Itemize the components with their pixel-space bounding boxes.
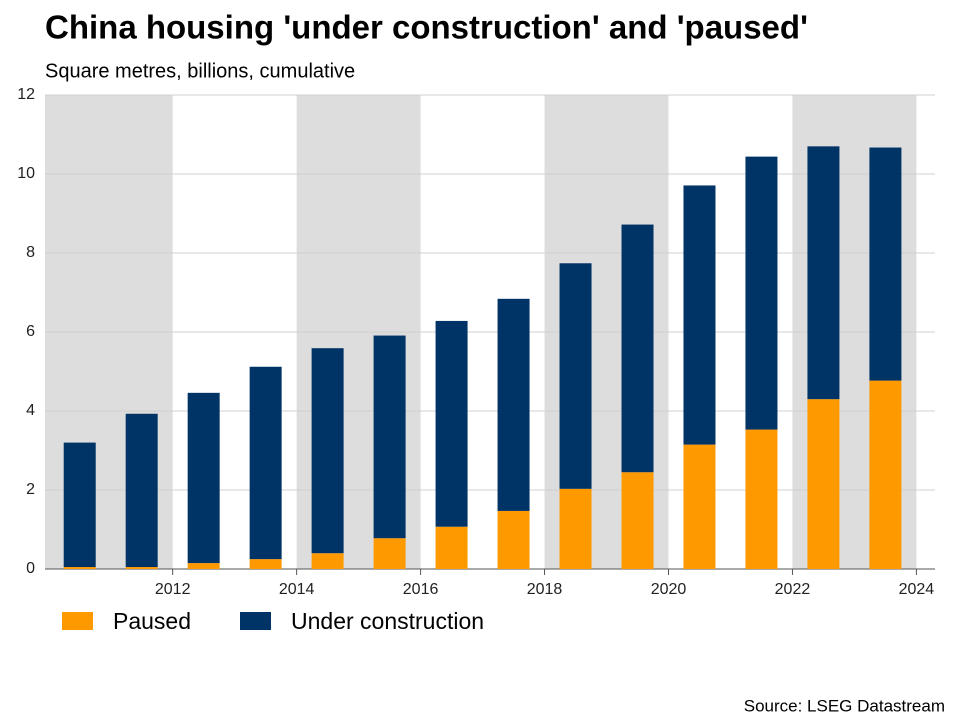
legend-label: Paused	[113, 608, 191, 634]
bar-segment	[869, 380, 902, 569]
x-tick-label: 2014	[279, 581, 315, 598]
x-tick-label: 2012	[155, 581, 191, 598]
bar-segment	[683, 444, 716, 569]
bar-segment	[869, 147, 902, 381]
bar-segment	[807, 399, 840, 569]
legend-swatch	[240, 612, 271, 630]
x-tick-label: 2018	[527, 581, 563, 598]
legend-swatch	[62, 612, 93, 630]
bar-segment	[435, 526, 468, 569]
background-layer	[45, 94, 935, 570]
bar-segment	[745, 429, 778, 569]
bar-segment	[125, 413, 158, 568]
bar-segment	[125, 567, 158, 569]
bar-segment	[621, 472, 654, 569]
bar-segment	[497, 298, 530, 511]
bar-segment	[621, 224, 654, 473]
y-tick-label: 4	[26, 402, 35, 419]
bar-segment	[559, 263, 592, 489]
x-tick-label: 2024	[899, 581, 935, 598]
y-tick-label: 8	[26, 244, 35, 261]
chart-subtitle: Square metres, billions, cumulative	[45, 60, 355, 82]
bar-segment	[63, 442, 96, 568]
chart-title: China housing 'under construction' and '…	[45, 9, 808, 46]
x-tick-label: 2020	[651, 581, 687, 598]
bar-segment	[807, 146, 840, 400]
bar-segment	[373, 335, 406, 539]
bar-segment	[63, 567, 96, 569]
y-tick-label: 12	[17, 86, 35, 103]
y-tick-label: 6	[26, 323, 35, 340]
x-tick-label: 2016	[403, 581, 439, 598]
bar-segment	[311, 348, 344, 554]
y-tick-label: 0	[26, 560, 35, 577]
legend-label: Under construction	[291, 608, 484, 634]
y-tick-label: 2	[26, 481, 35, 498]
bar-segment	[187, 563, 220, 569]
bar-segment	[559, 488, 592, 569]
source-note: Source: LSEG Datastream	[744, 696, 945, 715]
bar-segment	[249, 366, 282, 560]
bar-segment	[683, 185, 716, 445]
bar-segment	[745, 156, 778, 430]
bar-segment	[187, 392, 220, 564]
bar-segment	[497, 510, 530, 569]
bar-segment	[435, 320, 468, 527]
bar-segment	[249, 559, 282, 569]
bar-segment	[311, 553, 344, 569]
y-tick-label: 10	[17, 165, 35, 182]
bar-segment	[373, 538, 406, 569]
x-tick-label: 2022	[775, 581, 811, 598]
